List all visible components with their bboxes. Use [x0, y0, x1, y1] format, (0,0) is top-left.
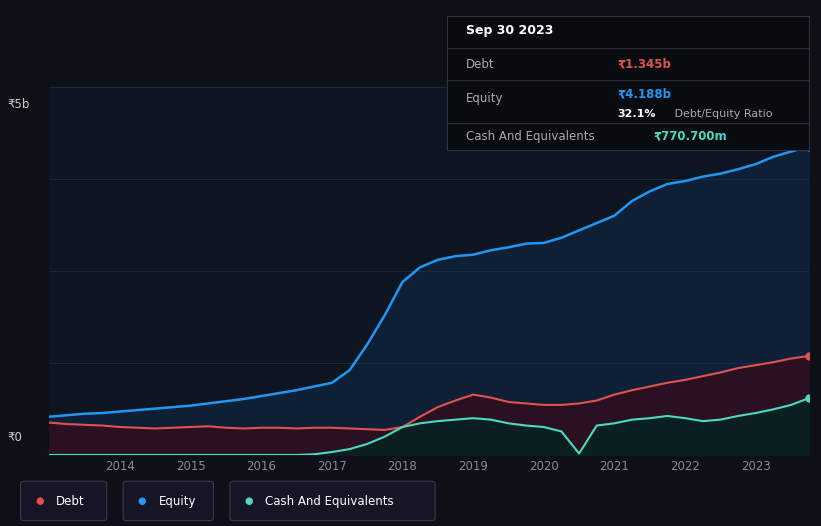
Text: Equity: Equity [466, 93, 503, 105]
Text: Cash And Equivalents: Cash And Equivalents [265, 494, 394, 508]
Text: ₹4.188b: ₹4.188b [617, 87, 672, 100]
Text: ●: ● [35, 496, 44, 506]
Text: Sep 30 2023: Sep 30 2023 [466, 24, 553, 37]
Text: Cash And Equivalents: Cash And Equivalents [466, 130, 594, 143]
Text: ₹1.345b: ₹1.345b [617, 57, 671, 70]
Text: ₹0: ₹0 [7, 431, 22, 444]
Text: Equity: Equity [158, 494, 196, 508]
Text: Debt: Debt [56, 494, 85, 508]
Text: 32.1%: 32.1% [617, 109, 656, 119]
Text: Debt/Equity Ratio: Debt/Equity Ratio [672, 109, 773, 119]
Text: ₹770.700m: ₹770.700m [654, 130, 727, 143]
Text: ●: ● [138, 496, 146, 506]
Text: ●: ● [245, 496, 253, 506]
Text: ₹5b: ₹5b [7, 98, 30, 111]
Text: Debt: Debt [466, 57, 494, 70]
